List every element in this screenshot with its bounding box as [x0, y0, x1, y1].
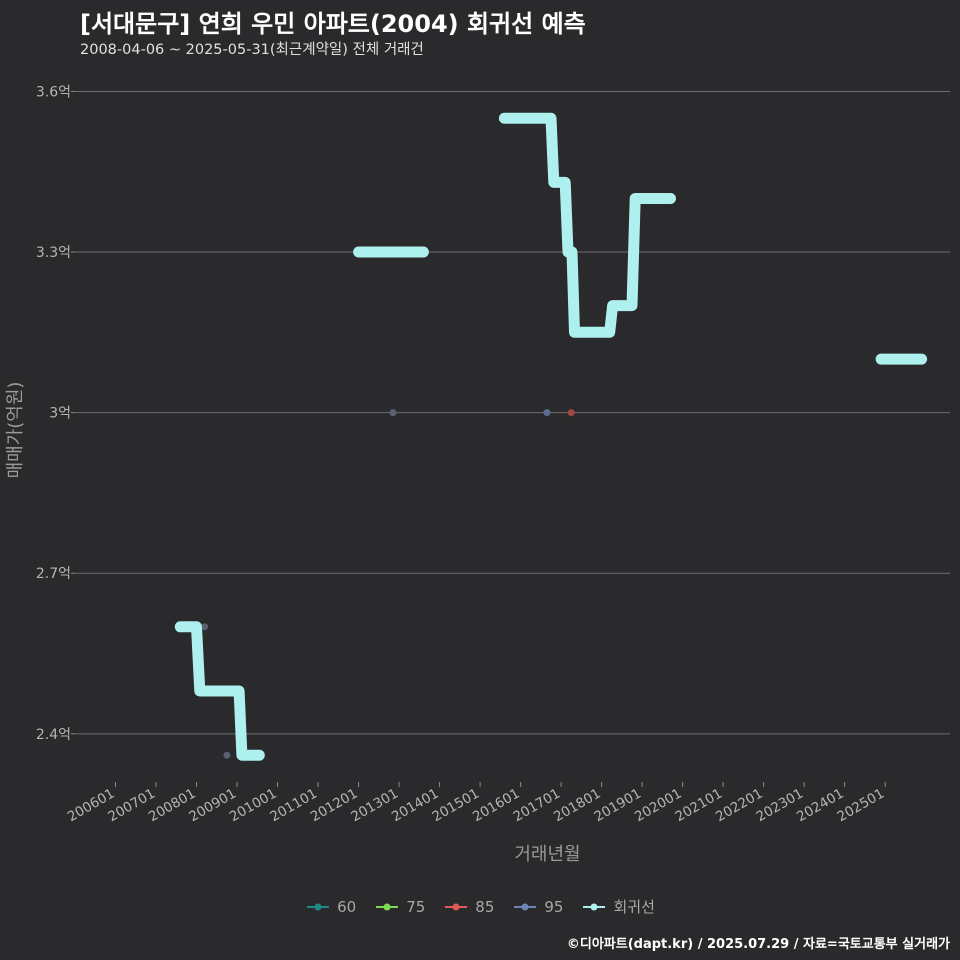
legend-label-85: 85	[475, 897, 495, 916]
chart-subtitle: 2008-04-06 ~ 2025-05-31(최근계약일) 전체 거래건	[80, 42, 424, 58]
legend-item-85[interactable]: 85	[443, 898, 494, 916]
y-tick-label: 3.3억	[36, 245, 71, 261]
legend-key-95	[514, 903, 537, 910]
data-point-85	[567, 409, 575, 417]
source-footer: ©디아파트(dapt.kr) / 2025.07.29 / 자료=국토교통부 실…	[566, 937, 950, 952]
legend: 60 75 85 95 회귀선	[0, 896, 960, 917]
legend-key-regression	[583, 903, 606, 910]
legend-key-60	[307, 903, 330, 910]
data-point-95	[201, 623, 209, 631]
legend-item-60[interactable]: 60	[305, 898, 356, 916]
legend-key-85	[445, 903, 468, 910]
x-tick-label: 202501	[835, 786, 888, 826]
y-tick-label: 2.7억	[36, 566, 71, 582]
legend-item-95[interactable]: 95	[512, 898, 563, 916]
y-tick-label: 3.6억	[36, 84, 71, 100]
y-axis-title: 매매가(억원)	[5, 382, 26, 479]
legend-label-95: 95	[544, 897, 564, 916]
y-tick-label: 2.4억	[36, 727, 71, 743]
data-point-95	[543, 409, 551, 417]
regression-line	[498, 112, 676, 338]
legend-label-60: 60	[337, 897, 357, 916]
data-point-95	[223, 751, 231, 759]
regression-line	[174, 621, 265, 761]
data-point-95	[389, 409, 397, 417]
legend-item-regression[interactable]: 회귀선	[581, 896, 655, 917]
chart-title: [서대문구] 연희 우민 아파트(2004) 회귀선 예측	[80, 10, 586, 38]
legend-label-75: 75	[406, 897, 426, 916]
legend-item-75[interactable]: 75	[374, 898, 425, 916]
legend-label-regression: 회귀선	[613, 898, 655, 916]
x-axis-title: 거래년월	[514, 844, 580, 865]
y-tick-label: 3억	[49, 406, 71, 422]
legend-key-75	[376, 903, 399, 910]
